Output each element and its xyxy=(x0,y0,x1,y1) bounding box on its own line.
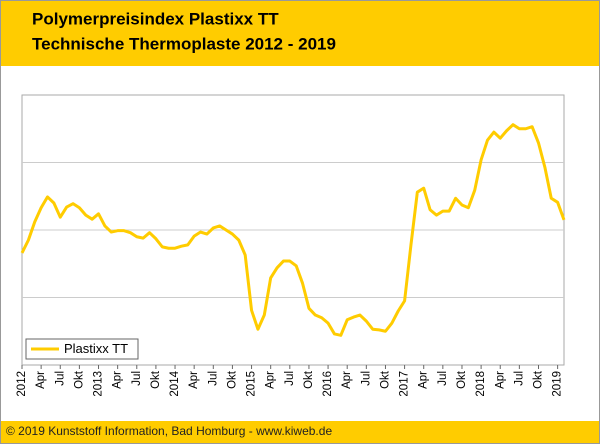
chart-subtitle: Technische Thermoplaste 2012 - 2019 xyxy=(32,34,336,53)
x-tick-label: Okt xyxy=(226,370,238,389)
x-tick-label: Jul xyxy=(54,371,66,386)
x-tick-label: 2013 xyxy=(93,371,105,397)
x-tick-label: 2017 xyxy=(399,371,411,397)
x-tick-label: Okt xyxy=(73,370,85,389)
footer-band xyxy=(1,421,599,443)
x-tick-label: 2014 xyxy=(169,370,181,396)
x-tick-label: Jul xyxy=(131,371,143,386)
footer: © 2019 Kunststoff Information, Bad Hombu… xyxy=(6,424,332,438)
x-tick-label: 2019 xyxy=(552,371,564,397)
x-tick-label: Apr xyxy=(265,371,277,389)
x-tick-label: Okt xyxy=(379,370,391,389)
line-series xyxy=(20,123,566,337)
x-tick-label: Apr xyxy=(418,371,430,389)
x-tick-label: Apr xyxy=(35,371,47,389)
x-tick-label: Apr xyxy=(494,371,506,389)
x-tick-label: Apr xyxy=(112,371,124,389)
x-tick-label: Okt xyxy=(533,370,545,389)
x-tick-label: Okt xyxy=(303,370,315,389)
x-tick-label: 2018 xyxy=(475,371,487,397)
x-tick-label: Okt xyxy=(456,370,468,389)
x-tick-label: 2016 xyxy=(322,371,334,397)
x-tick-label: Jul xyxy=(207,371,219,386)
x-tick-label: Jul xyxy=(360,371,372,386)
chart-title: Polymerpreisindex Plastixx TT xyxy=(32,9,279,28)
x-tick-label: Jul xyxy=(437,371,449,386)
legend-label: Plastixx TT xyxy=(64,341,128,356)
x-tick-label: Jul xyxy=(284,371,296,386)
x-tick-label: Okt xyxy=(150,370,162,389)
x-tick-label: 2012 xyxy=(16,371,28,397)
x-tick-label: Apr xyxy=(188,371,200,389)
x-tick-label: Jul xyxy=(513,371,525,386)
header-band xyxy=(1,1,599,66)
legend-box xyxy=(25,338,139,360)
x-tick-label: 2015 xyxy=(246,371,258,397)
x-tick-label: Apr xyxy=(341,371,353,389)
